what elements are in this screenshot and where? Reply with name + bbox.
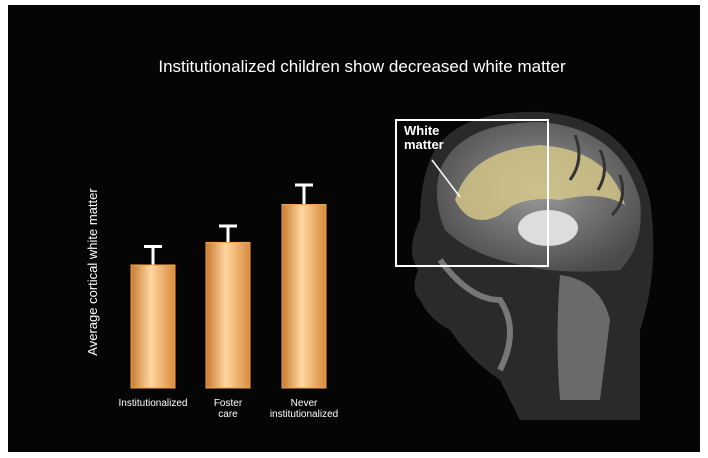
y-axis-label: Average cortical white matter bbox=[85, 188, 100, 356]
bar bbox=[281, 203, 327, 389]
mri-image bbox=[395, 111, 654, 420]
x-tick-label: Institutionalized bbox=[118, 398, 188, 409]
chart-title: Institutionalized children show decrease… bbox=[158, 57, 566, 76]
annotation: White matter bbox=[404, 123, 444, 152]
bar bbox=[130, 264, 176, 389]
x-tick-label: Never institutionalized bbox=[269, 398, 339, 420]
x-tick-label: Foster care bbox=[213, 398, 243, 420]
bar bbox=[205, 241, 251, 389]
